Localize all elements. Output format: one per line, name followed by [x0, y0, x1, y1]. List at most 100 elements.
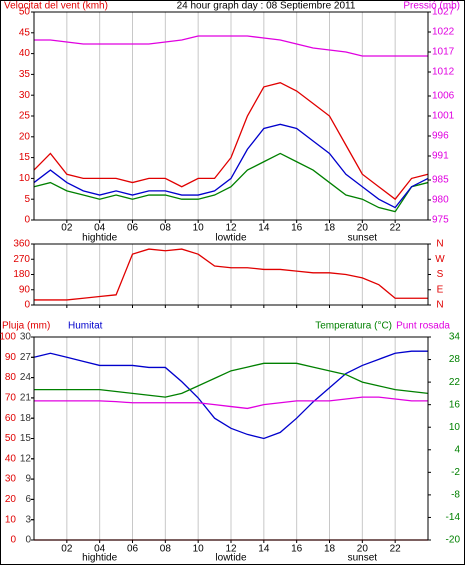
- y-tick-label: 70: [5, 393, 17, 404]
- y-tick-label: 18: [20, 413, 32, 424]
- y-tick-label: 270: [13, 254, 30, 265]
- y-tick-label: N: [436, 300, 443, 311]
- y-tick-label: 30: [20, 332, 32, 343]
- annotation: sunset: [348, 233, 378, 244]
- y-tick-label: 15: [19, 152, 31, 163]
- plot-border: [33, 243, 429, 306]
- y-tick-label: 10: [449, 422, 461, 433]
- y-tick-label: 90: [5, 352, 17, 363]
- y-tick-label: 975: [432, 215, 449, 226]
- y-tick-label: 996: [432, 131, 449, 142]
- x-tick-label: 16: [291, 544, 303, 555]
- x-tick-label: 20: [357, 223, 369, 234]
- y-tick-label: 28: [449, 354, 461, 365]
- x-tick-label: 22: [390, 223, 402, 234]
- x-tick-label: 16: [291, 223, 303, 234]
- x-tick-label: 18: [324, 223, 336, 234]
- y-tick-label: 1017: [432, 47, 455, 58]
- pressure-axis-label: Pressió (mb): [403, 1, 460, 12]
- y-tick-label: 980: [432, 195, 449, 206]
- y-tick-label: 1012: [432, 67, 455, 78]
- y-tick-label: 10: [5, 514, 17, 525]
- y-tick-label: 21: [20, 393, 32, 404]
- y-tick-label: N: [436, 239, 443, 250]
- x-tick-label: 02: [61, 223, 73, 234]
- annotation: lowtide: [215, 553, 247, 564]
- y-tick-label: 40: [19, 48, 31, 59]
- y-tick-label: 1006: [432, 91, 455, 102]
- y-tick-label: 30: [5, 474, 17, 485]
- y-tick-label: 24: [20, 372, 32, 383]
- series-line: [33, 350, 428, 440]
- x-tick-label: 06: [127, 223, 139, 234]
- y-tick-label: -14: [446, 512, 461, 523]
- y-tick-label: S: [437, 269, 444, 280]
- x-tick-label: 14: [258, 223, 270, 234]
- x-tick-label: 12: [225, 223, 237, 234]
- x-tick-label: 10: [193, 544, 205, 555]
- series-line: [33, 123, 429, 209]
- y-tick-label: 45: [19, 27, 31, 38]
- x-tick-label: 20: [357, 544, 369, 555]
- y-tick-label: 20: [5, 494, 17, 505]
- y-tick-label: 35: [19, 69, 31, 80]
- y-tick-label: 100: [0, 332, 16, 343]
- y-tick-label: 991: [432, 151, 449, 162]
- chart-title: 24 hour graph day : 08 Septiembre 2011: [177, 1, 356, 12]
- series-line: [34, 396, 428, 410]
- x-tick-label: 14: [258, 544, 270, 555]
- x-tick-label: 22: [390, 544, 402, 555]
- x-tick-label: 08: [160, 544, 172, 555]
- x-tick-label: 02: [61, 544, 73, 555]
- y-tick-label: 15: [20, 433, 32, 444]
- y-tick-label: 10: [19, 173, 31, 184]
- y-tick-label: 25: [19, 111, 31, 122]
- y-tick-label: 1001: [432, 111, 455, 122]
- series-line: [34, 362, 429, 398]
- y-tick-label: 80: [5, 372, 17, 383]
- series-label: Temperatura (°C): [315, 321, 392, 332]
- x-tick-label: 08: [160, 223, 172, 234]
- series-label: Pluja (mm): [2, 321, 50, 332]
- y-tick-label: 40: [5, 453, 17, 464]
- y-tick-label: 180: [13, 269, 30, 280]
- y-tick-label: 22: [449, 377, 461, 388]
- y-tick-label: 27: [20, 352, 32, 363]
- y-tick-label: 3: [25, 514, 31, 525]
- y-tick-label: 50: [19, 7, 31, 18]
- plot-border: [33, 336, 429, 541]
- y-tick-label: 16: [449, 399, 461, 410]
- y-tick-label: 60: [5, 413, 17, 424]
- y-tick-label: 20: [19, 131, 31, 142]
- x-tick-label: 10: [193, 223, 205, 234]
- series-line: [34, 248, 428, 301]
- y-tick-label: 0: [24, 215, 30, 226]
- series-line: [33, 152, 429, 213]
- y-tick-label: 360: [13, 239, 30, 250]
- annotation: lowtide: [215, 233, 247, 244]
- annotation: sunset: [348, 553, 378, 564]
- y-tick-label: E: [437, 284, 444, 295]
- wind-axis-label: Velocitat del vent (kmh): [4, 1, 108, 12]
- series-label: Humitat: [68, 321, 103, 332]
- y-tick-label: 0: [25, 535, 31, 546]
- x-tick-label: 04: [94, 223, 106, 234]
- y-tick-label: 4: [454, 444, 460, 455]
- y-tick-label: 90: [19, 284, 31, 295]
- y-tick-label: 1027: [432, 7, 455, 18]
- annotation: hightide: [82, 553, 117, 564]
- y-tick-label: -2: [451, 467, 460, 478]
- y-tick-label: -8: [451, 490, 460, 501]
- x-tick-label: 12: [225, 544, 237, 555]
- y-tick-label: 0: [10, 535, 16, 546]
- y-tick-label: 1022: [432, 27, 455, 38]
- y-tick-label: 5: [24, 194, 30, 205]
- series-label: Punt rosada: [396, 321, 450, 332]
- y-tick-label: 0: [24, 300, 30, 311]
- y-tick-label: 34: [449, 332, 461, 343]
- y-tick-label: 50: [5, 433, 17, 444]
- plot-border: [33, 11, 429, 221]
- y-tick-label: 30: [19, 90, 31, 101]
- x-tick-label: 06: [127, 544, 139, 555]
